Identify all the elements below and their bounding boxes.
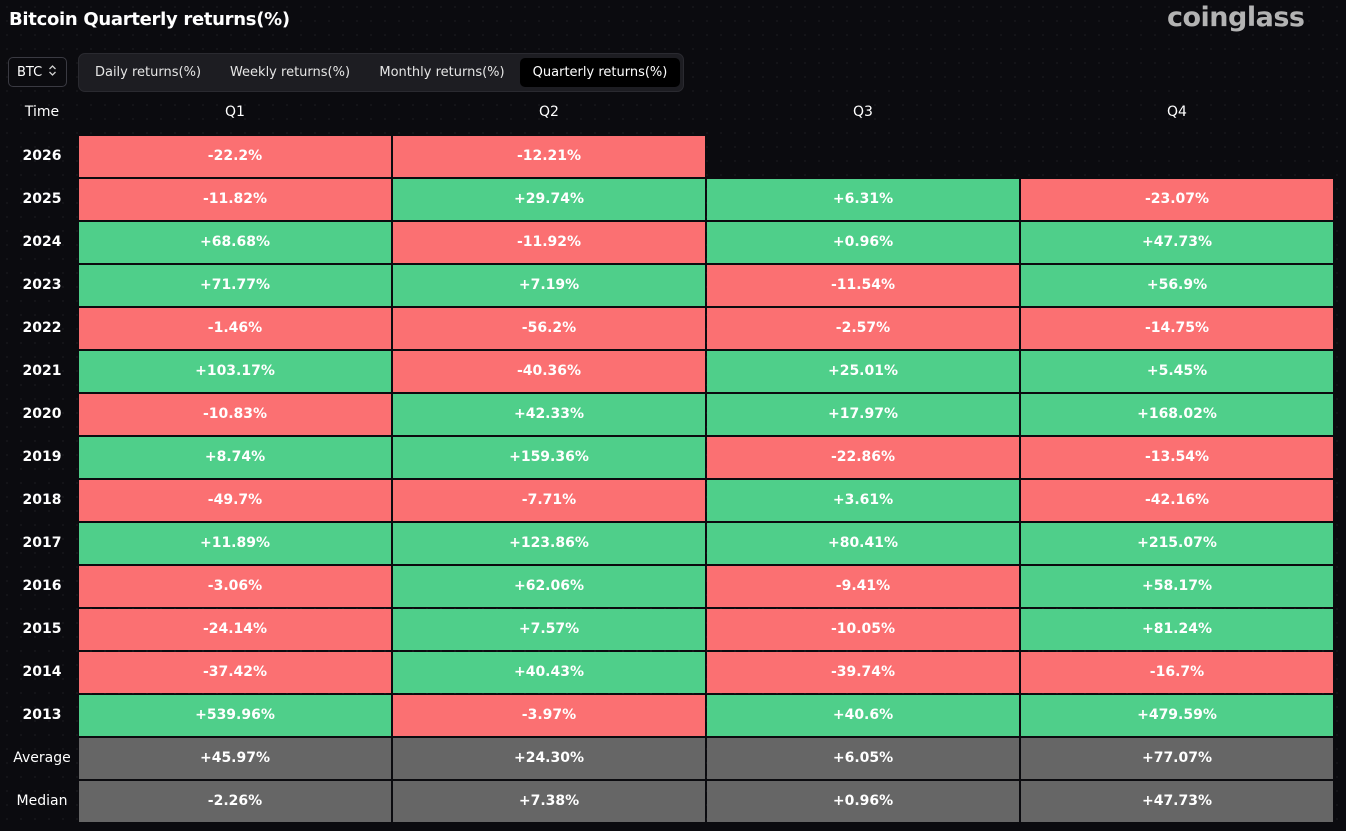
return-cell: +81.24% xyxy=(1021,609,1333,650)
tab-quarterly-returns[interactable]: Quarterly returns(%) xyxy=(520,58,680,87)
row-year-label: 2025 xyxy=(22,191,62,207)
return-cell: -11.54% xyxy=(707,265,1019,306)
return-cell: +3.61% xyxy=(707,480,1019,521)
return-cell: +6.31% xyxy=(707,179,1019,220)
return-cell: -13.54% xyxy=(1021,437,1333,478)
return-cell: +7.19% xyxy=(393,265,705,306)
summary-label: Median xyxy=(16,793,68,809)
row-year-label: 2021 xyxy=(22,363,62,379)
return-cell: -39.74% xyxy=(707,652,1019,693)
return-cell: -12.21% xyxy=(393,136,705,177)
return-cell: -23.07% xyxy=(1021,179,1333,220)
column-header-q4: Q4 xyxy=(1167,104,1187,120)
row-year-label: 2023 xyxy=(22,277,62,293)
return-cell: -11.92% xyxy=(393,222,705,263)
summary-cell: +7.38% xyxy=(393,781,705,822)
return-cell: +40.43% xyxy=(393,652,705,693)
row-year-label: 2019 xyxy=(22,449,62,465)
return-cell: -56.2% xyxy=(393,308,705,349)
summary-cell: +45.97% xyxy=(79,738,391,779)
return-cell: +5.45% xyxy=(1021,351,1333,392)
summary-cell: +77.07% xyxy=(1021,738,1333,779)
return-cell: +47.73% xyxy=(1021,222,1333,263)
return-cell: +168.02% xyxy=(1021,394,1333,435)
summary-cell: +47.73% xyxy=(1021,781,1333,822)
return-cell: -10.83% xyxy=(79,394,391,435)
return-cell: -1.46% xyxy=(79,308,391,349)
row-year-label: 2014 xyxy=(22,664,62,680)
row-year-label: 2017 xyxy=(22,535,62,551)
return-cell: -40.36% xyxy=(393,351,705,392)
return-cell: +17.97% xyxy=(707,394,1019,435)
return-cell: +40.6% xyxy=(707,695,1019,736)
return-cell: +62.06% xyxy=(393,566,705,607)
coin-select-value: BTC xyxy=(17,64,43,80)
summary-cell: -2.26% xyxy=(79,781,391,822)
return-cell: +159.36% xyxy=(393,437,705,478)
return-cell: +58.17% xyxy=(1021,566,1333,607)
return-cell: -9.41% xyxy=(707,566,1019,607)
return-cell: +479.59% xyxy=(1021,695,1333,736)
return-cell: +8.74% xyxy=(79,437,391,478)
return-cell: -7.71% xyxy=(393,480,705,521)
column-header-time: Time xyxy=(24,104,60,120)
tab-daily-returns[interactable]: Daily returns(%) xyxy=(94,65,202,80)
column-header-q1: Q1 xyxy=(225,104,245,120)
coin-select[interactable]: BTC xyxy=(8,57,67,87)
row-year-label: 2018 xyxy=(22,492,62,508)
return-cell: -2.57% xyxy=(707,308,1019,349)
row-year-label: 2020 xyxy=(22,406,62,422)
coinglass-logo: coinglass xyxy=(1167,2,1305,33)
return-cell: +7.57% xyxy=(393,609,705,650)
tab-monthly-returns[interactable]: Monthly returns(%) xyxy=(379,65,505,80)
column-header-q3: Q3 xyxy=(853,104,873,120)
return-cell: -37.42% xyxy=(79,652,391,693)
return-cell: -22.86% xyxy=(707,437,1019,478)
return-cell: -49.7% xyxy=(79,480,391,521)
row-year-label: 2024 xyxy=(22,234,62,250)
return-cell: +123.86% xyxy=(393,523,705,564)
return-cell: -22.2% xyxy=(79,136,391,177)
summary-cell: +6.05% xyxy=(707,738,1019,779)
return-cell: +71.77% xyxy=(79,265,391,306)
return-cell: -42.16% xyxy=(1021,480,1333,521)
return-cell: +29.74% xyxy=(393,179,705,220)
return-cell: +42.33% xyxy=(393,394,705,435)
row-year-label: 2015 xyxy=(22,621,62,637)
return-cell: +215.07% xyxy=(1021,523,1333,564)
return-cell: -3.06% xyxy=(79,566,391,607)
return-cell: +539.96% xyxy=(79,695,391,736)
return-cell: -11.82% xyxy=(79,179,391,220)
returns-tab-bar: Daily returns(%) Weekly returns(%) Month… xyxy=(78,53,684,92)
return-cell: -24.14% xyxy=(79,609,391,650)
return-cell: +80.41% xyxy=(707,523,1019,564)
column-header-q2: Q2 xyxy=(539,104,559,120)
return-cell: -3.97% xyxy=(393,695,705,736)
page-title: Bitcoin Quarterly returns(%) xyxy=(9,9,290,30)
return-cell: -14.75% xyxy=(1021,308,1333,349)
row-year-label: 2026 xyxy=(22,148,62,164)
return-cell: +0.96% xyxy=(707,222,1019,263)
return-cell: -10.05% xyxy=(707,609,1019,650)
return-cell: +68.68% xyxy=(79,222,391,263)
tab-weekly-returns[interactable]: Weekly returns(%) xyxy=(229,65,351,80)
row-year-label: 2022 xyxy=(22,320,62,336)
summary-cell: +0.96% xyxy=(707,781,1019,822)
summary-label: Average xyxy=(13,750,71,766)
return-cell: +56.9% xyxy=(1021,265,1333,306)
row-year-label: 2016 xyxy=(22,578,62,594)
row-year-label: 2013 xyxy=(22,707,62,723)
summary-cell: +24.30% xyxy=(393,738,705,779)
return-cell: +11.89% xyxy=(79,523,391,564)
return-cell: -16.7% xyxy=(1021,652,1333,693)
return-cell: +25.01% xyxy=(707,351,1019,392)
chevron-updown-icon xyxy=(48,64,57,80)
return-cell: +103.17% xyxy=(79,351,391,392)
